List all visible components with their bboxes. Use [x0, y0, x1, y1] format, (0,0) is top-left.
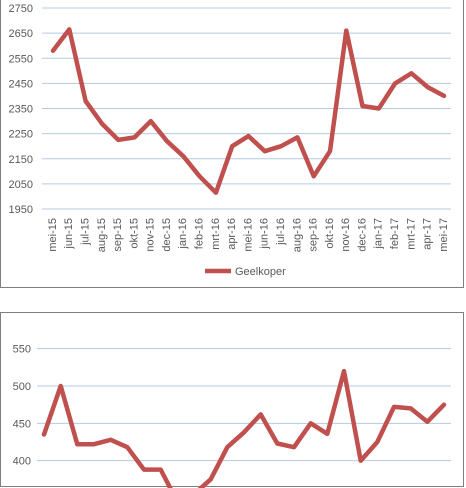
x-tick-label: jul-15: [79, 218, 91, 246]
x-tick-label: apr-16: [226, 218, 238, 250]
y-tick-label: 400: [13, 456, 31, 468]
x-tick-label: mrt-16: [210, 218, 222, 250]
y-tick-label: 2150: [9, 154, 33, 166]
data-point: [409, 71, 413, 75]
data-point: [292, 445, 296, 449]
data-point: [159, 468, 163, 472]
data-point: [275, 441, 279, 445]
data-point: [225, 445, 229, 449]
data-point: [425, 420, 429, 424]
y-tick-label: 2750: [9, 3, 33, 15]
legend-label: Geelkoper: [235, 266, 286, 278]
y-tick-label: 2250: [9, 129, 33, 141]
data-point: [342, 369, 346, 373]
data-point: [116, 138, 120, 142]
x-tick-label: sep-15: [112, 218, 124, 252]
x-tick-label: nov-16: [340, 218, 352, 252]
x-tick-label: mei-17: [438, 218, 450, 252]
chart-1: 1950 2050 2150 2250 2350 2450 2550 2650 2750 mei-…: [9, 3, 451, 278]
y-tick-label: 450: [13, 418, 31, 430]
x-tick-label: mei-15: [47, 218, 59, 252]
x-tick-label: nov-15: [145, 218, 157, 252]
y-tick-label: 2650: [9, 28, 33, 40]
y-tick-label: 2550: [9, 53, 33, 65]
data-point: [109, 438, 113, 442]
data-point: [230, 144, 234, 148]
x-tick-label: okt-16: [324, 218, 336, 249]
x-tick-label: mei-16: [242, 218, 254, 252]
data-point: [309, 421, 313, 425]
data-point: [328, 149, 332, 153]
data-point: [359, 459, 363, 463]
data-point: [132, 135, 136, 139]
data-point: [51, 49, 55, 53]
chart-2: 400 450 500 550: [13, 344, 451, 488]
x-tick-label: jan-16: [177, 218, 189, 250]
data-point: [263, 149, 267, 153]
data-point: [125, 445, 129, 449]
data-point: [392, 405, 396, 409]
data-point: [377, 107, 381, 110]
data-point: [393, 81, 397, 85]
data-point: [165, 139, 169, 143]
data-point: [295, 135, 299, 139]
x-tick-label: aug-16: [291, 218, 303, 252]
data-point: [344, 29, 348, 33]
data-point: [242, 430, 246, 434]
y-tick-label: 2350: [9, 104, 33, 116]
data-point: [312, 174, 316, 178]
x-tick-label: feb-17: [389, 218, 401, 249]
data-point: [209, 477, 213, 481]
data-point: [409, 406, 413, 410]
data-point: [100, 122, 104, 126]
data-point: [442, 403, 446, 407]
data-point: [142, 468, 146, 472]
data-point: [214, 191, 218, 195]
x-tick-label: aug-15: [96, 218, 108, 252]
x-tick-label: apr-17: [422, 218, 434, 250]
y-tick-label: 500: [13, 381, 31, 393]
data-point: [375, 440, 379, 444]
y-tick-label: 2050: [9, 179, 33, 191]
data-point: [426, 85, 430, 89]
data-point: [84, 99, 88, 103]
x-tick-label: dec-15: [161, 218, 173, 252]
data-point: [325, 432, 329, 436]
data-point: [279, 144, 283, 148]
x-tick-label: jul-16: [275, 218, 287, 246]
data-point: [92, 442, 96, 446]
x-tick-label: jun-16: [259, 218, 271, 250]
chart-panel-1: 1950 2050 2150 2250 2350 2450 2550 2650 2750 mei-…: [0, 0, 464, 288]
x-tick-label: mrt-17: [405, 218, 417, 250]
data-point: [198, 174, 202, 178]
chart-panel-2: 400 450 500 550: [0, 312, 464, 488]
data-point: [361, 104, 365, 108]
data-point: [42, 433, 46, 437]
series-line: [41, 368, 447, 488]
x-tick-label: okt-15: [128, 218, 140, 249]
y-tick-label: 1950: [9, 204, 33, 216]
data-point: [247, 134, 250, 138]
y-tick-label: 550: [13, 344, 31, 356]
x-tick-label: dec-16: [356, 218, 368, 252]
data-point: [442, 94, 446, 98]
x-tick-label: jan-17: [373, 218, 385, 250]
x-tick-label: feb-16: [194, 218, 206, 249]
series-line: [50, 27, 447, 195]
y-tick-label: 2450: [9, 78, 33, 90]
data-point: [181, 154, 185, 158]
x-tick-label: jun-15: [63, 218, 75, 250]
data-point: [67, 27, 71, 31]
data-point: [75, 442, 79, 446]
data-point: [149, 119, 153, 123]
data-point: [59, 384, 63, 388]
data-point: [259, 412, 263, 416]
x-tick-label: sep-16: [308, 218, 320, 252]
